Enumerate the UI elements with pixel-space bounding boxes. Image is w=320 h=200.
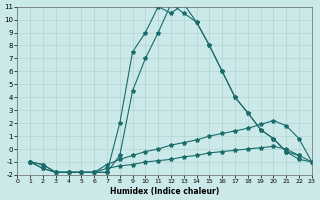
X-axis label: Humidex (Indice chaleur): Humidex (Indice chaleur): [110, 187, 219, 196]
